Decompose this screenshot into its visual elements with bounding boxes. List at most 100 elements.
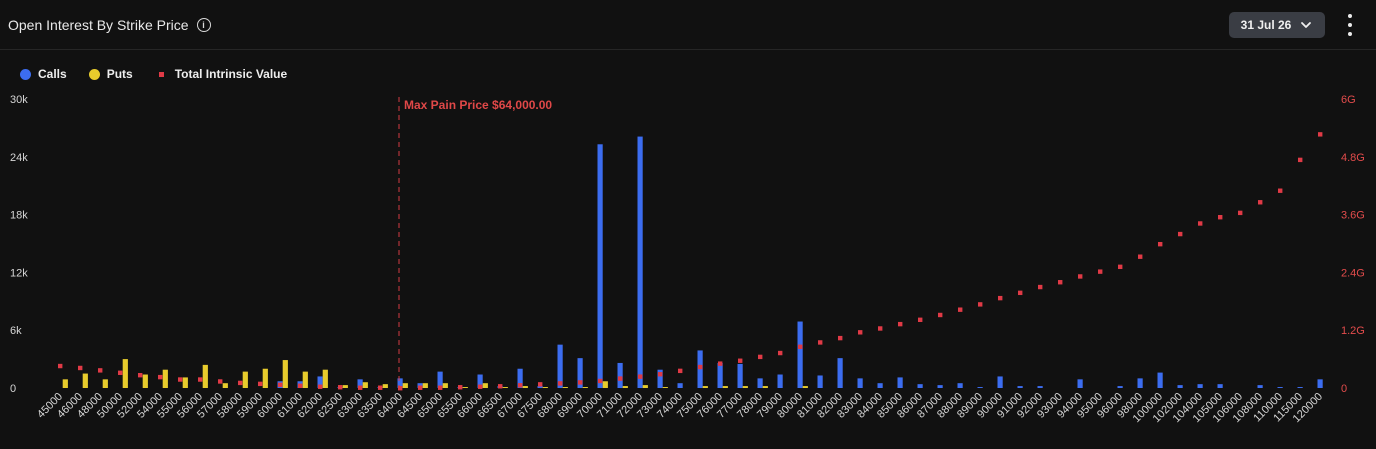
- intrinsic-value-point: [118, 370, 123, 375]
- intrinsic-value-point: [1118, 264, 1123, 270]
- intrinsic-value-point: [378, 385, 383, 390]
- intrinsic-value-point: [1058, 280, 1063, 285]
- intrinsic-value-point: [98, 368, 103, 373]
- intrinsic-value-point: [178, 377, 183, 382]
- intrinsic-value-point: [718, 361, 723, 366]
- calls-bar: [1317, 379, 1323, 388]
- puts-bar: [282, 360, 288, 388]
- calls-bar: [317, 376, 323, 388]
- calls-bar: [1037, 386, 1043, 388]
- puts-bar: [202, 364, 208, 388]
- calls-bar: [657, 369, 663, 388]
- intrinsic-value-point: [158, 374, 163, 380]
- legend-label-puts: Puts: [106, 67, 133, 81]
- intrinsic-value-point: [878, 326, 883, 331]
- puts-bar: [582, 387, 588, 388]
- puts-bar: [62, 379, 68, 388]
- intrinsic-value-point: [738, 358, 743, 363]
- intrinsic-value-point: [498, 384, 503, 389]
- expiry-date-label: 31 Jul 26: [1240, 18, 1292, 32]
- intrinsic-value-point: [58, 363, 63, 369]
- calls-bar: [1297, 387, 1303, 388]
- y-left-tick-label: 12k: [10, 267, 28, 279]
- intrinsic-value-point: [1098, 269, 1103, 274]
- intrinsic-value-point: [578, 380, 583, 385]
- puts-bar: [802, 386, 808, 388]
- puts-bar: [222, 383, 228, 388]
- intrinsic-value-point: [1078, 274, 1083, 279]
- calls-bar: [977, 387, 983, 388]
- calls-bar: [1157, 372, 1163, 388]
- intrinsic-value-point: [998, 295, 1003, 301]
- intrinsic-value-point: [1018, 290, 1023, 296]
- puts-bar: [642, 385, 648, 388]
- legend-item-puts[interactable]: Puts: [88, 67, 133, 81]
- calls-bar: [477, 374, 483, 388]
- calls-bar: [937, 385, 943, 388]
- intrinsic-value-point: [1318, 132, 1323, 137]
- calls-bar: [737, 363, 743, 388]
- intrinsic-value-point: [318, 384, 323, 389]
- intrinsic-value-point: [938, 312, 943, 318]
- calls-bar: [1017, 386, 1023, 388]
- chevron-down-icon: [1301, 22, 1312, 28]
- intrinsic-value-point: [658, 372, 663, 377]
- legend-item-intrinsic[interactable]: Total Intrinsic Value: [155, 67, 287, 81]
- puts-bar: [622, 386, 628, 388]
- calls-bar: [637, 136, 643, 388]
- intrinsic-value-point: [1238, 210, 1243, 216]
- calls-bar: [1257, 385, 1263, 388]
- calls-bar: [757, 378, 763, 388]
- legend-marker-puts: [88, 68, 100, 80]
- calls-bar: [697, 350, 703, 388]
- puts-bar: [142, 374, 148, 388]
- calls-bar: [877, 383, 883, 388]
- puts-bar: [122, 359, 128, 388]
- intrinsic-value-point: [418, 385, 423, 390]
- calls-bar: [577, 358, 583, 388]
- puts-bar: [742, 386, 748, 388]
- intrinsic-value-point: [1158, 241, 1163, 247]
- legend-marker-calls: [20, 68, 31, 80]
- intrinsic-value-point: [1198, 221, 1203, 226]
- puts-bar: [662, 387, 668, 388]
- puts-bar: [182, 377, 188, 388]
- chart-title: Open Interest By Strike Price: [8, 17, 189, 33]
- calls-bar: [717, 362, 723, 388]
- calls-bar: [1137, 378, 1143, 388]
- y-right-tick-label: 3.6G: [1341, 210, 1365, 222]
- intrinsic-value-point: [218, 379, 223, 384]
- puts-bar: [262, 368, 268, 388]
- intrinsic-value-point: [538, 382, 543, 387]
- puts-bar: [502, 387, 508, 388]
- calls-bar: [777, 374, 783, 388]
- intrinsic-value-point: [298, 383, 303, 388]
- intrinsic-value-point: [398, 386, 403, 391]
- y-right-tick-label: 1.2G: [1341, 325, 1365, 337]
- calls-bar: [797, 321, 803, 388]
- intrinsic-value-point: [598, 378, 603, 384]
- chart-title-group: Open Interest By Strike Price i: [8, 17, 211, 33]
- intrinsic-value-point: [1278, 188, 1283, 193]
- legend-item-calls[interactable]: Calls: [20, 67, 67, 81]
- puts-bar: [442, 383, 448, 388]
- y-right-tick-label: 2.4G: [1341, 267, 1365, 279]
- info-icon[interactable]: i: [196, 18, 211, 32]
- puts-bar: [702, 386, 708, 388]
- calls-bar: [617, 362, 623, 388]
- puts-bar: [402, 383, 408, 388]
- calls-bar: [1277, 387, 1283, 388]
- intrinsic-value-point: [338, 385, 343, 390]
- calls-bar: [1117, 386, 1123, 388]
- intrinsic-value-point: [958, 307, 963, 312]
- intrinsic-value-point: [918, 317, 923, 323]
- legend-marker-intrinsic: [158, 71, 164, 77]
- intrinsic-value-point: [138, 372, 143, 378]
- calls-bar: [437, 371, 443, 388]
- expiry-date-dropdown[interactable]: 31 Jul 26: [1229, 12, 1325, 38]
- intrinsic-value-point: [778, 350, 783, 356]
- more-options-icon[interactable]: [1342, 14, 1358, 36]
- intrinsic-value-point: [478, 384, 483, 389]
- calls-bar: [677, 383, 683, 388]
- intrinsic-value-point: [458, 385, 463, 390]
